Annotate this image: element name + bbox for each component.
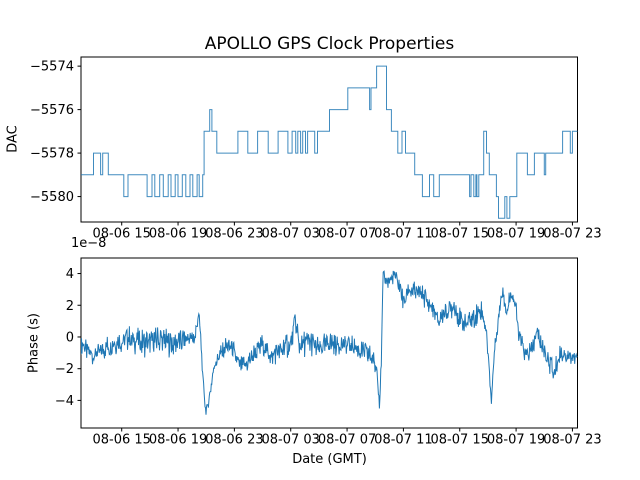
y-tick-label: −4 bbox=[55, 394, 74, 409]
y-tick-label: 4 bbox=[66, 267, 74, 282]
y-tick-label: −2 bbox=[55, 362, 74, 377]
y-tick-label: −5574 bbox=[30, 60, 74, 75]
x-tick-label: 08-07 15 bbox=[431, 227, 489, 242]
x-tick-label: 08-07 11 bbox=[374, 433, 432, 448]
x-tick-label: 08-06 23 bbox=[205, 227, 263, 242]
y-tick-label: −5576 bbox=[30, 103, 74, 118]
phase-series bbox=[81, 270, 578, 415]
x-tick-label: 08-06 19 bbox=[149, 227, 207, 242]
x-tick-label: 08-07 03 bbox=[262, 433, 320, 448]
x-tick-label: 08-07 03 bbox=[262, 227, 320, 242]
x-tick-label: 08-06 15 bbox=[92, 433, 150, 448]
y-tick-label: −5578 bbox=[30, 147, 74, 162]
y-tick-label: −5580 bbox=[30, 190, 74, 205]
date-axis-label: Date (GMT) bbox=[292, 452, 367, 467]
dac-step-series bbox=[81, 65, 578, 219]
x-tick-label: 08-07 15 bbox=[431, 433, 489, 448]
x-tick-label: 08-07 19 bbox=[487, 433, 545, 448]
x-tick-label: 08-06 23 bbox=[205, 433, 263, 448]
exponent-offset-label: 1e−8 bbox=[71, 236, 107, 251]
x-tick-label: 08-07 23 bbox=[543, 227, 601, 242]
axes-frame-1 bbox=[80, 257, 578, 429]
axes-frame-0 bbox=[80, 56, 578, 223]
x-tick-label: 08-07 07 bbox=[318, 433, 376, 448]
x-tick-label: 08-07 19 bbox=[487, 227, 545, 242]
x-tick-label: 08-07 07 bbox=[318, 227, 376, 242]
y-tick-label: 2 bbox=[66, 299, 74, 314]
x-tick-label: 08-07 23 bbox=[543, 433, 601, 448]
x-tick-label: 08-06 19 bbox=[149, 433, 207, 448]
chart-title: APOLLO GPS Clock Properties bbox=[204, 34, 455, 54]
x-tick-label: 08-06 15 bbox=[92, 227, 150, 242]
y-tick-label: 0 bbox=[66, 330, 74, 345]
x-tick-label: 08-07 11 bbox=[374, 227, 432, 242]
